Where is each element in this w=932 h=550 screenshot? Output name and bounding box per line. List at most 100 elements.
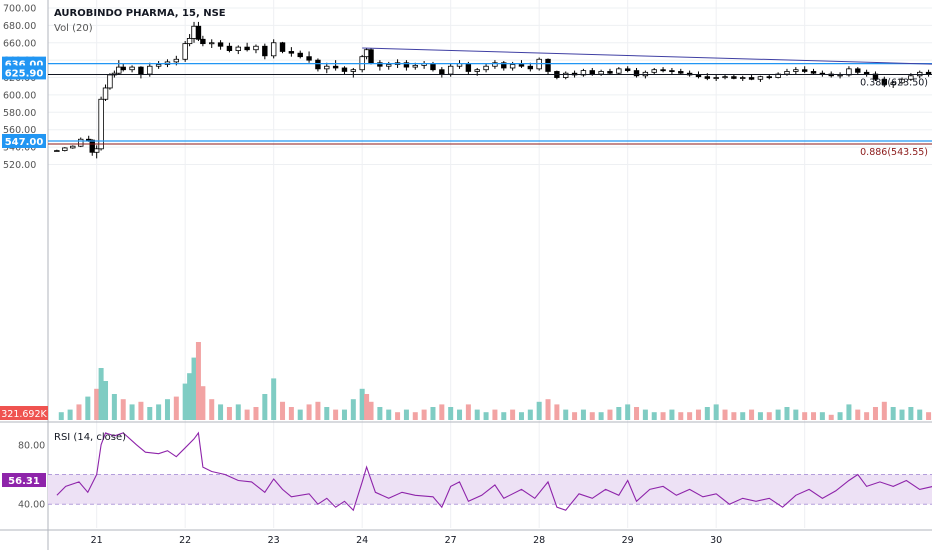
- volume-bar: [740, 412, 746, 420]
- candle-body: [518, 64, 525, 67]
- candle-body: [545, 58, 551, 72]
- volume-bar: [359, 388, 365, 420]
- candle-body: [589, 70, 595, 75]
- volume-bar: [669, 409, 675, 420]
- volume-bar: [917, 409, 923, 420]
- volume-bar: [412, 412, 418, 420]
- candle-body: [598, 71, 604, 75]
- candle-body: [837, 74, 843, 77]
- trendline: [362, 47, 932, 65]
- candle-body: [191, 25, 197, 39]
- price-tick-label: 660.00: [3, 38, 36, 49]
- candle-body: [102, 87, 109, 100]
- candle-body: [324, 65, 330, 70]
- volume-bar: [881, 401, 887, 420]
- volume-bar: [191, 357, 197, 420]
- time-tick-label: 29: [622, 535, 634, 546]
- volume-bar: [793, 409, 799, 420]
- volume-bar: [164, 399, 170, 420]
- time-tick-label: 21: [91, 535, 103, 546]
- volume-bar: [589, 412, 595, 420]
- volume-bar: [518, 412, 524, 420]
- candle-body: [226, 45, 233, 51]
- volume-bar: [846, 404, 852, 420]
- candle-body: [766, 76, 772, 79]
- volume-bar: [580, 409, 586, 420]
- volume-bar: [819, 412, 825, 420]
- candle-body: [447, 65, 454, 75]
- candle-body: [439, 69, 445, 75]
- volume-bar: [111, 394, 117, 420]
- volume-value-badge: [0, 406, 48, 420]
- volume-bar: [187, 373, 193, 420]
- volume-bar: [67, 409, 73, 420]
- volume-bar: [58, 412, 64, 420]
- volume-bar: [864, 412, 870, 420]
- candle-body: [908, 75, 914, 80]
- candle-body: [116, 66, 122, 74]
- volume-indicator-label: Vol (20): [54, 23, 93, 34]
- candle-body: [616, 68, 622, 74]
- time-tick-label: 30: [710, 535, 722, 546]
- price-tick-label: 580.00: [3, 108, 36, 119]
- price-tick-label: 600.00: [3, 90, 36, 101]
- volume-bar: [634, 407, 640, 420]
- fib-level-label: 0.382(623.50): [860, 77, 928, 88]
- candle-body: [217, 42, 224, 47]
- volume-bar: [687, 412, 693, 420]
- volume-bar: [501, 412, 507, 420]
- volume-bar: [899, 409, 905, 420]
- volume-bar: [766, 412, 772, 420]
- candle-body: [801, 69, 808, 72]
- volume-bar: [872, 407, 878, 420]
- fib-level-label: 0.886(543.55): [860, 147, 928, 158]
- candle-body: [722, 76, 728, 79]
- volume-bar: [377, 407, 383, 420]
- volume-bar: [465, 404, 471, 420]
- volume-value-label: 321.692K: [1, 409, 47, 420]
- price-tick-label: 680.00: [3, 21, 36, 32]
- candle-body: [492, 62, 498, 67]
- volume-bar: [457, 409, 463, 420]
- candle-body: [713, 77, 719, 79]
- candle-body: [98, 98, 104, 150]
- volume-bar: [209, 399, 215, 420]
- candle-body: [209, 42, 215, 45]
- candle-body: [200, 38, 206, 45]
- volume-bar: [76, 404, 82, 420]
- volume-bar: [828, 414, 834, 420]
- volume-bar: [262, 394, 268, 420]
- volume-bar: [678, 412, 684, 420]
- volume-bar: [510, 409, 516, 420]
- volume-bar: [182, 383, 188, 420]
- overlays: 0.382(623.50) 0.886(543.55): [48, 47, 932, 158]
- volume-bar: [195, 342, 201, 420]
- candle-body: [341, 67, 348, 72]
- volume-bar: [138, 401, 144, 420]
- rsi-tick-label: 80.00: [18, 440, 45, 451]
- volume-bar: [625, 404, 631, 420]
- last-price-label: 625.90: [5, 68, 44, 79]
- volume-bar: [368, 401, 374, 420]
- candle-body: [881, 78, 888, 85]
- candle-body: [262, 45, 268, 57]
- volume-bar: [722, 409, 728, 420]
- candle-body: [651, 69, 657, 73]
- volume-bar: [651, 412, 657, 420]
- volume-bar: [908, 407, 914, 420]
- volume-bar: [297, 409, 303, 420]
- candle-body: [527, 65, 534, 70]
- time-tick-label: 27: [445, 535, 457, 546]
- volume-bar: [200, 386, 206, 420]
- candle-body: [244, 46, 250, 51]
- volume-bars: [58, 342, 932, 420]
- time-axis: 2122232427282930May5: [91, 535, 723, 546]
- candle-body: [899, 78, 905, 84]
- candle-body: [350, 69, 357, 72]
- volume-bar: [448, 407, 454, 420]
- volume-bar: [430, 407, 436, 420]
- candle-body: [890, 82, 896, 85]
- volume-bar: [341, 409, 347, 420]
